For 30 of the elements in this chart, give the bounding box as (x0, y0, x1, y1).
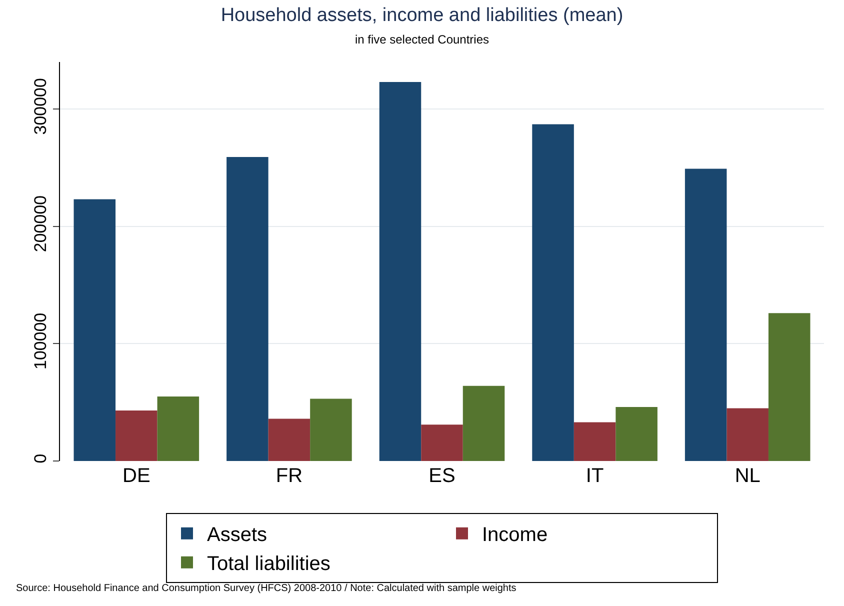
legend-label: Assets (207, 524, 268, 546)
bar (116, 410, 158, 461)
chart-title: Household assets, income and liabilities (mean) (220, 5, 624, 26)
bar (421, 424, 463, 461)
x-tick-label: IT (586, 465, 604, 487)
source-note: Source: Household Finance and Consumption Survey (HFCS) 2008-2010 / Note: Calculated with sample weights (16, 583, 516, 594)
bar (74, 199, 116, 461)
bar (157, 396, 200, 461)
chart-subtitle: in five selected Countries (354, 32, 490, 46)
bar (726, 408, 768, 461)
bar (574, 422, 616, 461)
bar (310, 398, 352, 461)
bar (684, 168, 727, 461)
x-tick-label: FR (276, 465, 303, 487)
bar (379, 82, 422, 461)
y-tick-label: 100000 (31, 312, 50, 370)
bar (768, 313, 810, 461)
y-tick-label: 300000 (31, 78, 50, 135)
x-tick-label: ES (428, 465, 456, 487)
y-tick-label: 200000 (31, 195, 50, 252)
legend-label: Income (482, 524, 548, 546)
bar (226, 157, 268, 461)
x-tick-label: NL (734, 465, 760, 487)
x-tick-label: DE (122, 465, 150, 487)
bar (532, 124, 574, 461)
y-tick-label: 0 (31, 454, 50, 464)
bar (462, 386, 505, 461)
bar (616, 407, 658, 461)
legend-label: Total liabilities (207, 553, 330, 576)
bar (268, 418, 310, 461)
